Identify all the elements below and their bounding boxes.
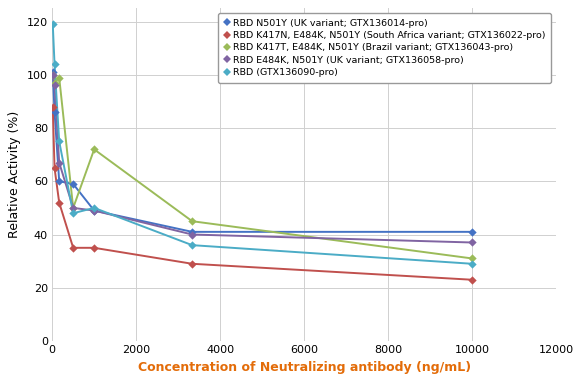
Point — [467, 277, 477, 283]
Point — [187, 229, 197, 235]
Point — [69, 205, 78, 211]
Point — [48, 69, 58, 75]
Point — [187, 261, 197, 267]
Point — [50, 109, 59, 115]
Point — [187, 242, 197, 248]
Point — [55, 199, 64, 206]
Point — [50, 165, 59, 171]
Point — [69, 210, 78, 216]
Point — [48, 72, 58, 78]
Point — [90, 207, 99, 214]
Point — [90, 146, 99, 152]
Legend: RBD N501Y (UK variant; GTX136014-pro), RBD K417N, E484K, N501Y (South Africa var: RBD N501Y (UK variant; GTX136014-pro), R… — [218, 13, 551, 83]
Point — [187, 218, 197, 224]
Point — [55, 178, 64, 185]
Point — [55, 138, 64, 144]
Point — [187, 231, 197, 238]
Point — [90, 207, 99, 214]
Point — [69, 205, 78, 211]
Point — [55, 74, 64, 81]
Point — [69, 245, 78, 251]
Point — [50, 83, 59, 89]
Point — [48, 72, 58, 78]
Point — [48, 104, 58, 110]
Point — [467, 256, 477, 262]
Point — [50, 80, 59, 86]
Point — [90, 245, 99, 251]
Point — [90, 205, 99, 211]
Point — [467, 240, 477, 246]
Point — [48, 21, 58, 28]
Y-axis label: Relative Activity (%): Relative Activity (%) — [8, 111, 22, 238]
Point — [467, 229, 477, 235]
X-axis label: Concentration of Neutralizing antibody (ng/mL): Concentration of Neutralizing antibody (… — [137, 361, 471, 374]
Point — [69, 181, 78, 187]
Point — [50, 61, 59, 67]
Point — [55, 160, 64, 166]
Point — [467, 261, 477, 267]
